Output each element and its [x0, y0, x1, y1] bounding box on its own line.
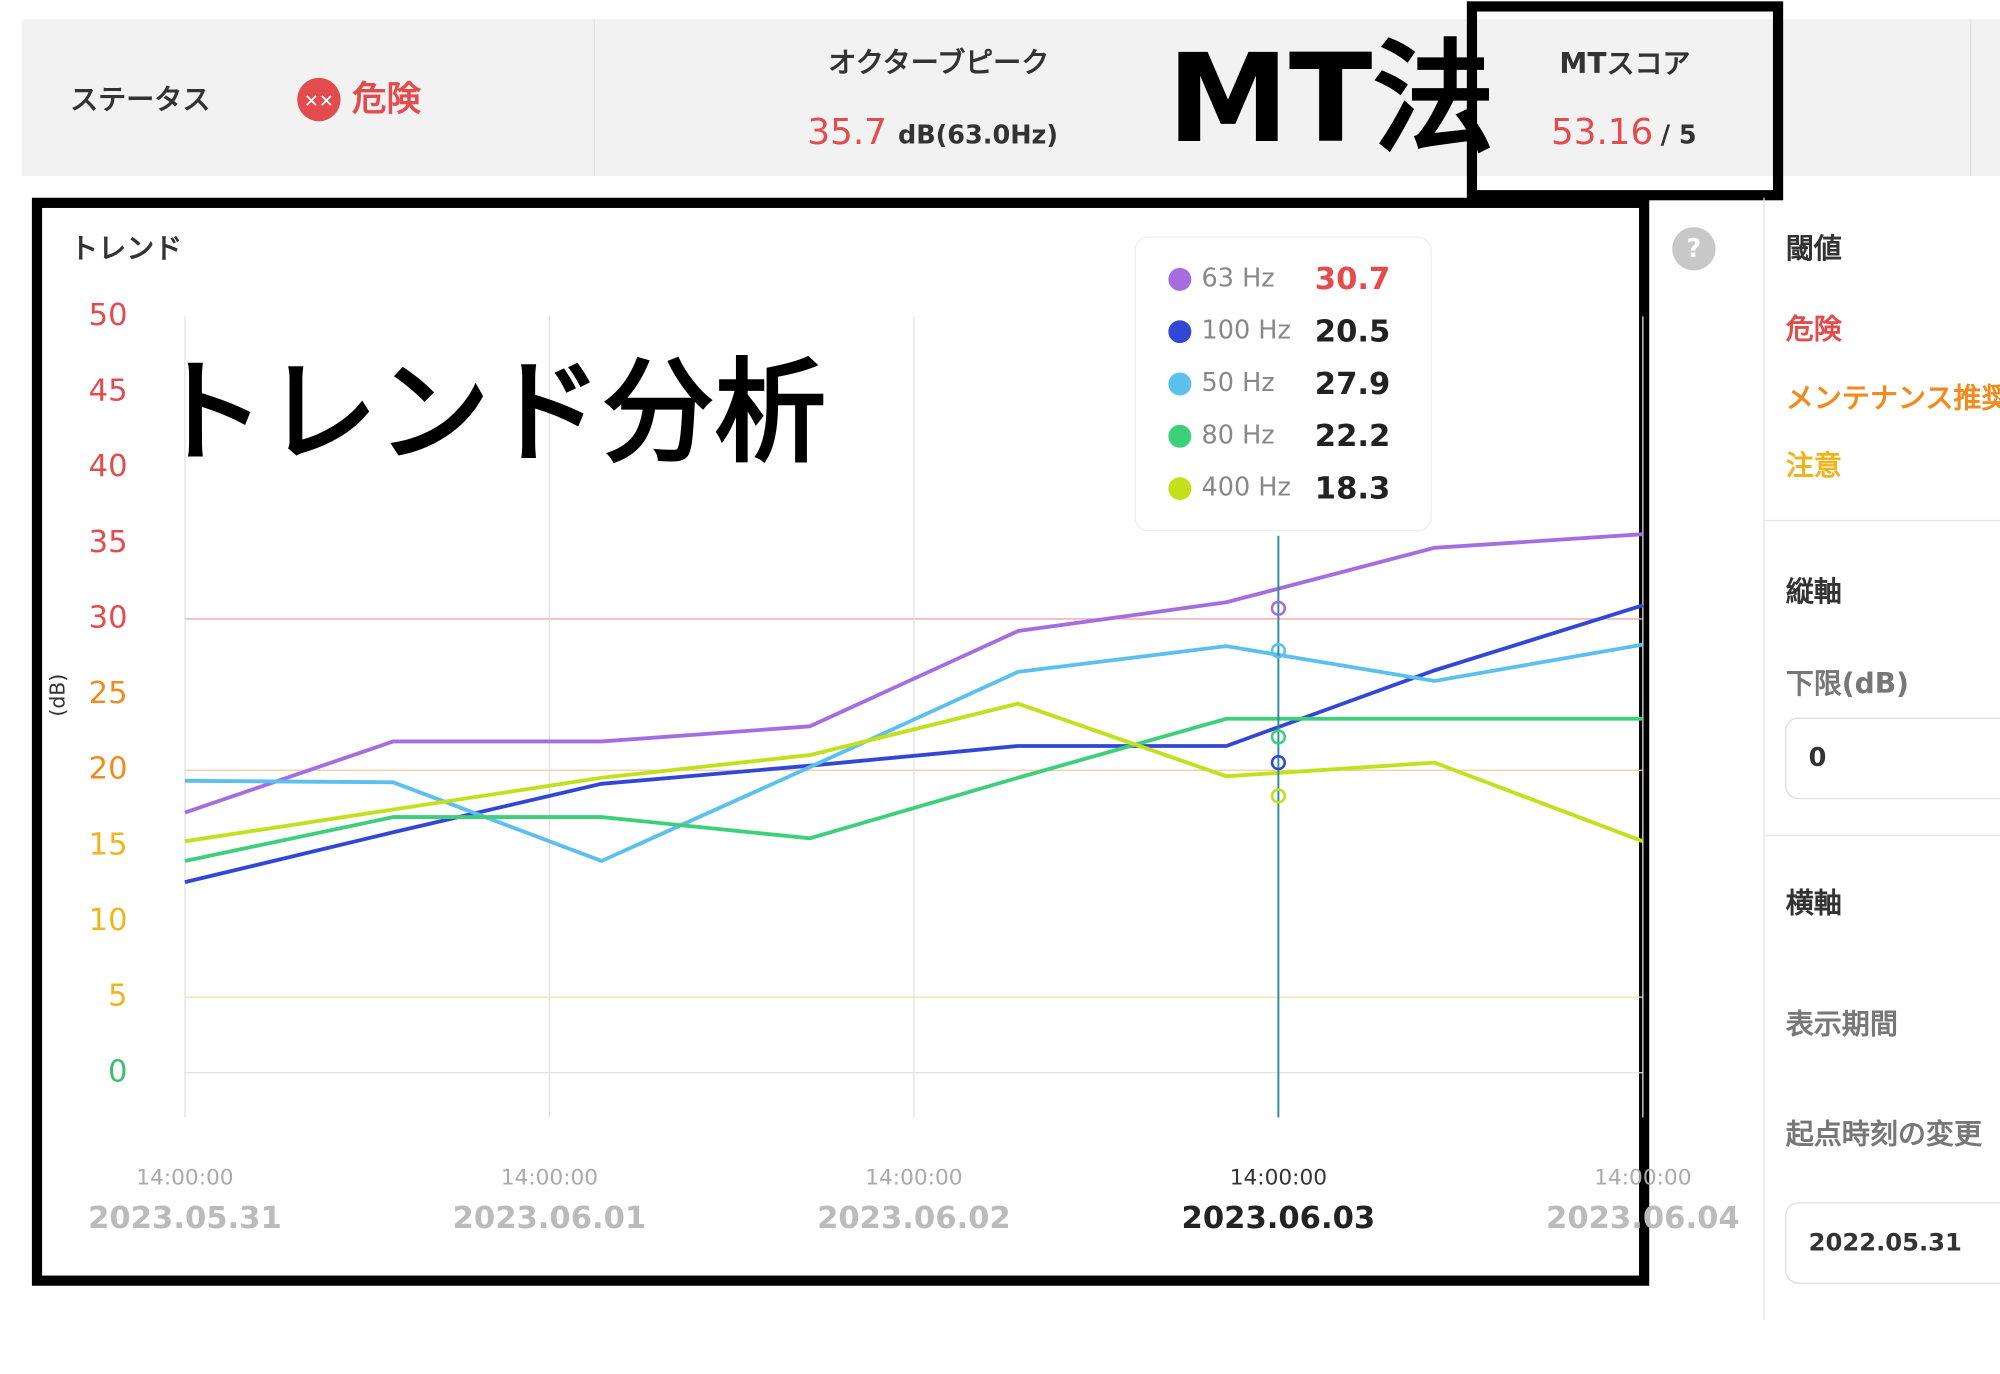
tooltip-name: 100 Hz — [1202, 316, 1291, 346]
hover-point — [1270, 729, 1287, 745]
status-label: ステータス — [70, 83, 210, 116]
score-max: / 5 — [1661, 121, 1697, 151]
status-value: 危険 — [352, 79, 421, 119]
y-tick-label: 30 — [89, 600, 128, 635]
tooltip-name: 80 Hz — [1202, 420, 1275, 450]
tooltip-name: 63 Hz — [1202, 263, 1275, 293]
y-tick-label: 50 — [89, 298, 128, 333]
y-tick-label: 45 — [89, 374, 128, 409]
tooltip-name: 400 Hz — [1202, 473, 1291, 503]
y-tick-label: 10 — [89, 903, 128, 938]
field-label: 起点時刻の変更 — [1786, 1117, 1983, 1150]
x-tick-time: 14:00:00 — [1230, 1166, 1327, 1191]
y-tick-label: 20 — [89, 752, 128, 787]
y-tick-label: 0 — [108, 1054, 127, 1089]
tooltip-value: 18.3 — [1315, 471, 1391, 506]
y-tick-label: 15 — [89, 827, 128, 862]
threshold-maintenance: メンテナンス推奨 — [1786, 381, 2000, 414]
x-tick-label: 2023.06.04 — [1546, 1201, 1740, 1236]
x-tick-label: 2023.05.31 — [88, 1201, 282, 1236]
x-tick-time: 14:00:00 — [1594, 1166, 1691, 1191]
status-icon-face: ✕✕ — [304, 91, 334, 112]
score-label: MTスコア — [1559, 47, 1690, 80]
tooltip-swatch — [1168, 320, 1192, 344]
tooltip-value: 27.9 — [1315, 367, 1391, 402]
field-label: 表示期間 — [1786, 1008, 1898, 1041]
hover-point — [1270, 600, 1287, 616]
hover-point — [1270, 643, 1287, 659]
field-label: 下限(dB) — [1786, 667, 1909, 700]
section-title: 縦軸 — [1786, 575, 1842, 608]
peak-unit: dB(63.0Hz) — [898, 121, 1058, 151]
x-tick-label: 2023.06.03 — [1182, 1201, 1376, 1236]
tooltip-swatch — [1168, 424, 1192, 448]
y-tick-label: 35 — [89, 525, 128, 560]
series-line — [184, 716, 1643, 863]
section-title: 横軸 — [1786, 886, 1842, 919]
y-tick-label: 5 — [108, 979, 127, 1014]
peak-value: 35.7 — [807, 112, 887, 153]
y-tick-label: 25 — [89, 676, 128, 711]
hover-point — [1270, 788, 1287, 804]
help-icon-mark[interactable]: ? — [1686, 234, 1701, 264]
y-tick-label: 40 — [89, 449, 128, 484]
tooltip-value: 20.5 — [1315, 314, 1391, 349]
tooltip — [1134, 236, 1432, 532]
tooltip-name: 50 Hz — [1202, 368, 1275, 398]
tooltip-value: 22.2 — [1315, 419, 1391, 454]
hover-point — [1270, 754, 1287, 771]
help-icon[interactable] — [1672, 227, 1716, 271]
x-tick-label: 2023.06.01 — [453, 1201, 647, 1236]
trend-annotation: トレンド分析 — [153, 349, 826, 479]
lower-input[interactable] — [1785, 717, 2000, 800]
y-axis-label: (dB) — [46, 674, 70, 717]
series-line — [184, 603, 1644, 885]
tooltip-swatch — [1168, 267, 1192, 291]
threshold-caution: 注意 — [1786, 449, 1842, 482]
x-tick-time: 14:00:00 — [136, 1166, 233, 1191]
x-tick-label: 2023.06.02 — [817, 1201, 1011, 1236]
tooltip-value: 30.7 — [1315, 262, 1391, 297]
header-bar — [21, 19, 2000, 177]
chart-title: トレンド — [70, 232, 182, 265]
origin-value[interactable]: 2022.05.31 — [1809, 1229, 1962, 1257]
tooltip-swatch — [1168, 477, 1192, 501]
tooltip-swatch — [1168, 372, 1192, 396]
series-line — [184, 532, 1643, 815]
status-icon — [297, 77, 341, 122]
x-tick-time: 14:00:00 — [865, 1166, 962, 1191]
lower-value[interactable]: 0 — [1809, 743, 1827, 773]
series-line — [184, 642, 1644, 864]
x-tick-time: 14:00:00 — [501, 1166, 598, 1191]
threshold-danger: 危険 — [1786, 312, 1843, 345]
peak-label: オクターブピーク — [828, 46, 1049, 79]
origin-input[interactable] — [1785, 1202, 2000, 1284]
highlight-box — [1466, 1, 1784, 201]
section-title: 閾値 — [1786, 232, 1842, 265]
series-line — [184, 701, 1644, 844]
score-value: 53.16 — [1551, 112, 1653, 153]
mt-annotation: MT法 — [1167, 27, 1495, 170]
